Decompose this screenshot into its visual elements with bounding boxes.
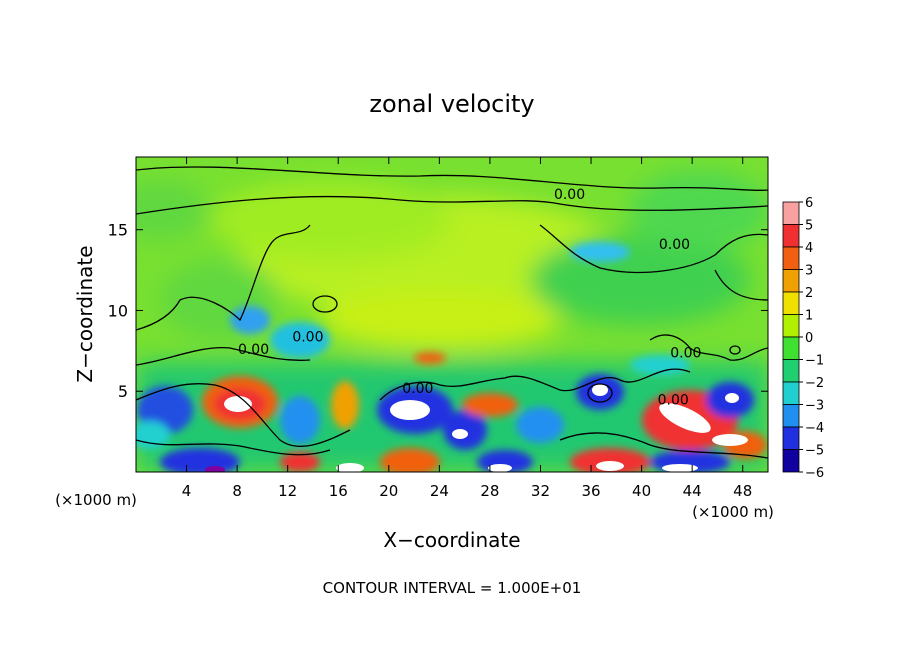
- colorbar: 6 5 4 3 2 1 0 −1 −2 −3 −4 −5 −6: [782, 196, 824, 481]
- colorbar-segment: [782, 404, 800, 428]
- x-tick-label: 32: [531, 482, 550, 500]
- contour-label: 0.00: [659, 237, 690, 253]
- colorbar-tick-label: 5: [805, 219, 813, 234]
- y-tick-label: 15: [108, 221, 128, 240]
- colorbar-segment: [782, 426, 800, 450]
- x-axis-label: X−coordinate: [383, 528, 520, 552]
- contour-interval-footer: CONTOUR INTERVAL = 1.000E+01: [323, 579, 582, 597]
- colorbar-segment: [782, 269, 800, 293]
- heatmap-field: 0.00 0.00 0.00 0.00 0.00 0.00 0.00: [136, 157, 768, 472]
- colorbar-segment: [782, 381, 800, 405]
- x-axis-unit-left: (×1000 m): [55, 491, 137, 509]
- colorbar-tick-label: 1: [805, 309, 813, 324]
- colorbar-tick-label: 0: [805, 331, 813, 346]
- colorbar-tick-label: 2: [805, 286, 813, 301]
- y-tick-label: 5: [118, 382, 128, 401]
- x-tick-label: 24: [430, 482, 449, 500]
- colorbar-segment: [782, 201, 800, 225]
- colorbar-tick-label: −3: [805, 399, 824, 414]
- colorbar-segment: [782, 246, 800, 270]
- contour-label: 0.00: [292, 329, 323, 345]
- colorbar-tick-label: −4: [805, 421, 824, 436]
- colorbar-tick-label: −6: [805, 466, 824, 481]
- contour-label: 0.00: [554, 187, 585, 203]
- y-axis-label: Z−coordinate: [73, 245, 97, 382]
- x-tick-label: 36: [581, 482, 600, 500]
- contour-label: 0.00: [402, 381, 433, 397]
- zero-contours: [136, 166, 768, 459]
- colorbar-tick-label: −2: [805, 376, 824, 391]
- x-tick-label: 4: [182, 482, 192, 500]
- x-tick-label: 48: [733, 482, 752, 500]
- colorbar-segment: [782, 449, 800, 473]
- x-tick-label: 8: [232, 482, 242, 500]
- colorbar-tick-label: −5: [805, 444, 824, 459]
- colorbar-segment: [782, 314, 800, 338]
- colorbar-tick-label: 3: [805, 264, 813, 279]
- contour-label: 0.00: [238, 342, 269, 358]
- colorbar-tick-label: −1: [805, 354, 824, 369]
- plot-frame: [135, 156, 769, 473]
- colorbar-tick-label: 4: [805, 241, 813, 256]
- chart-title: zonal velocity: [369, 90, 534, 118]
- colorbar-tick-label: 6: [805, 196, 813, 211]
- x-tick-label: 12: [278, 482, 297, 500]
- colorbar-segment: [782, 224, 800, 248]
- x-tick-label: 20: [379, 482, 398, 500]
- x-axis-unit-right: (×1000 m): [692, 503, 774, 521]
- contour-label: 0.00: [670, 345, 701, 361]
- colorbar-segment: [782, 336, 800, 360]
- colorbar-segment: [782, 359, 800, 383]
- colorbar-segment: [782, 291, 800, 315]
- x-tick-label: 40: [632, 482, 651, 500]
- contour-label: 0.00: [658, 392, 689, 408]
- y-tick-label: 10: [108, 301, 128, 320]
- x-tick-label: 16: [329, 482, 348, 500]
- x-tick-label: 44: [683, 482, 702, 500]
- x-tick-label: 28: [480, 482, 499, 500]
